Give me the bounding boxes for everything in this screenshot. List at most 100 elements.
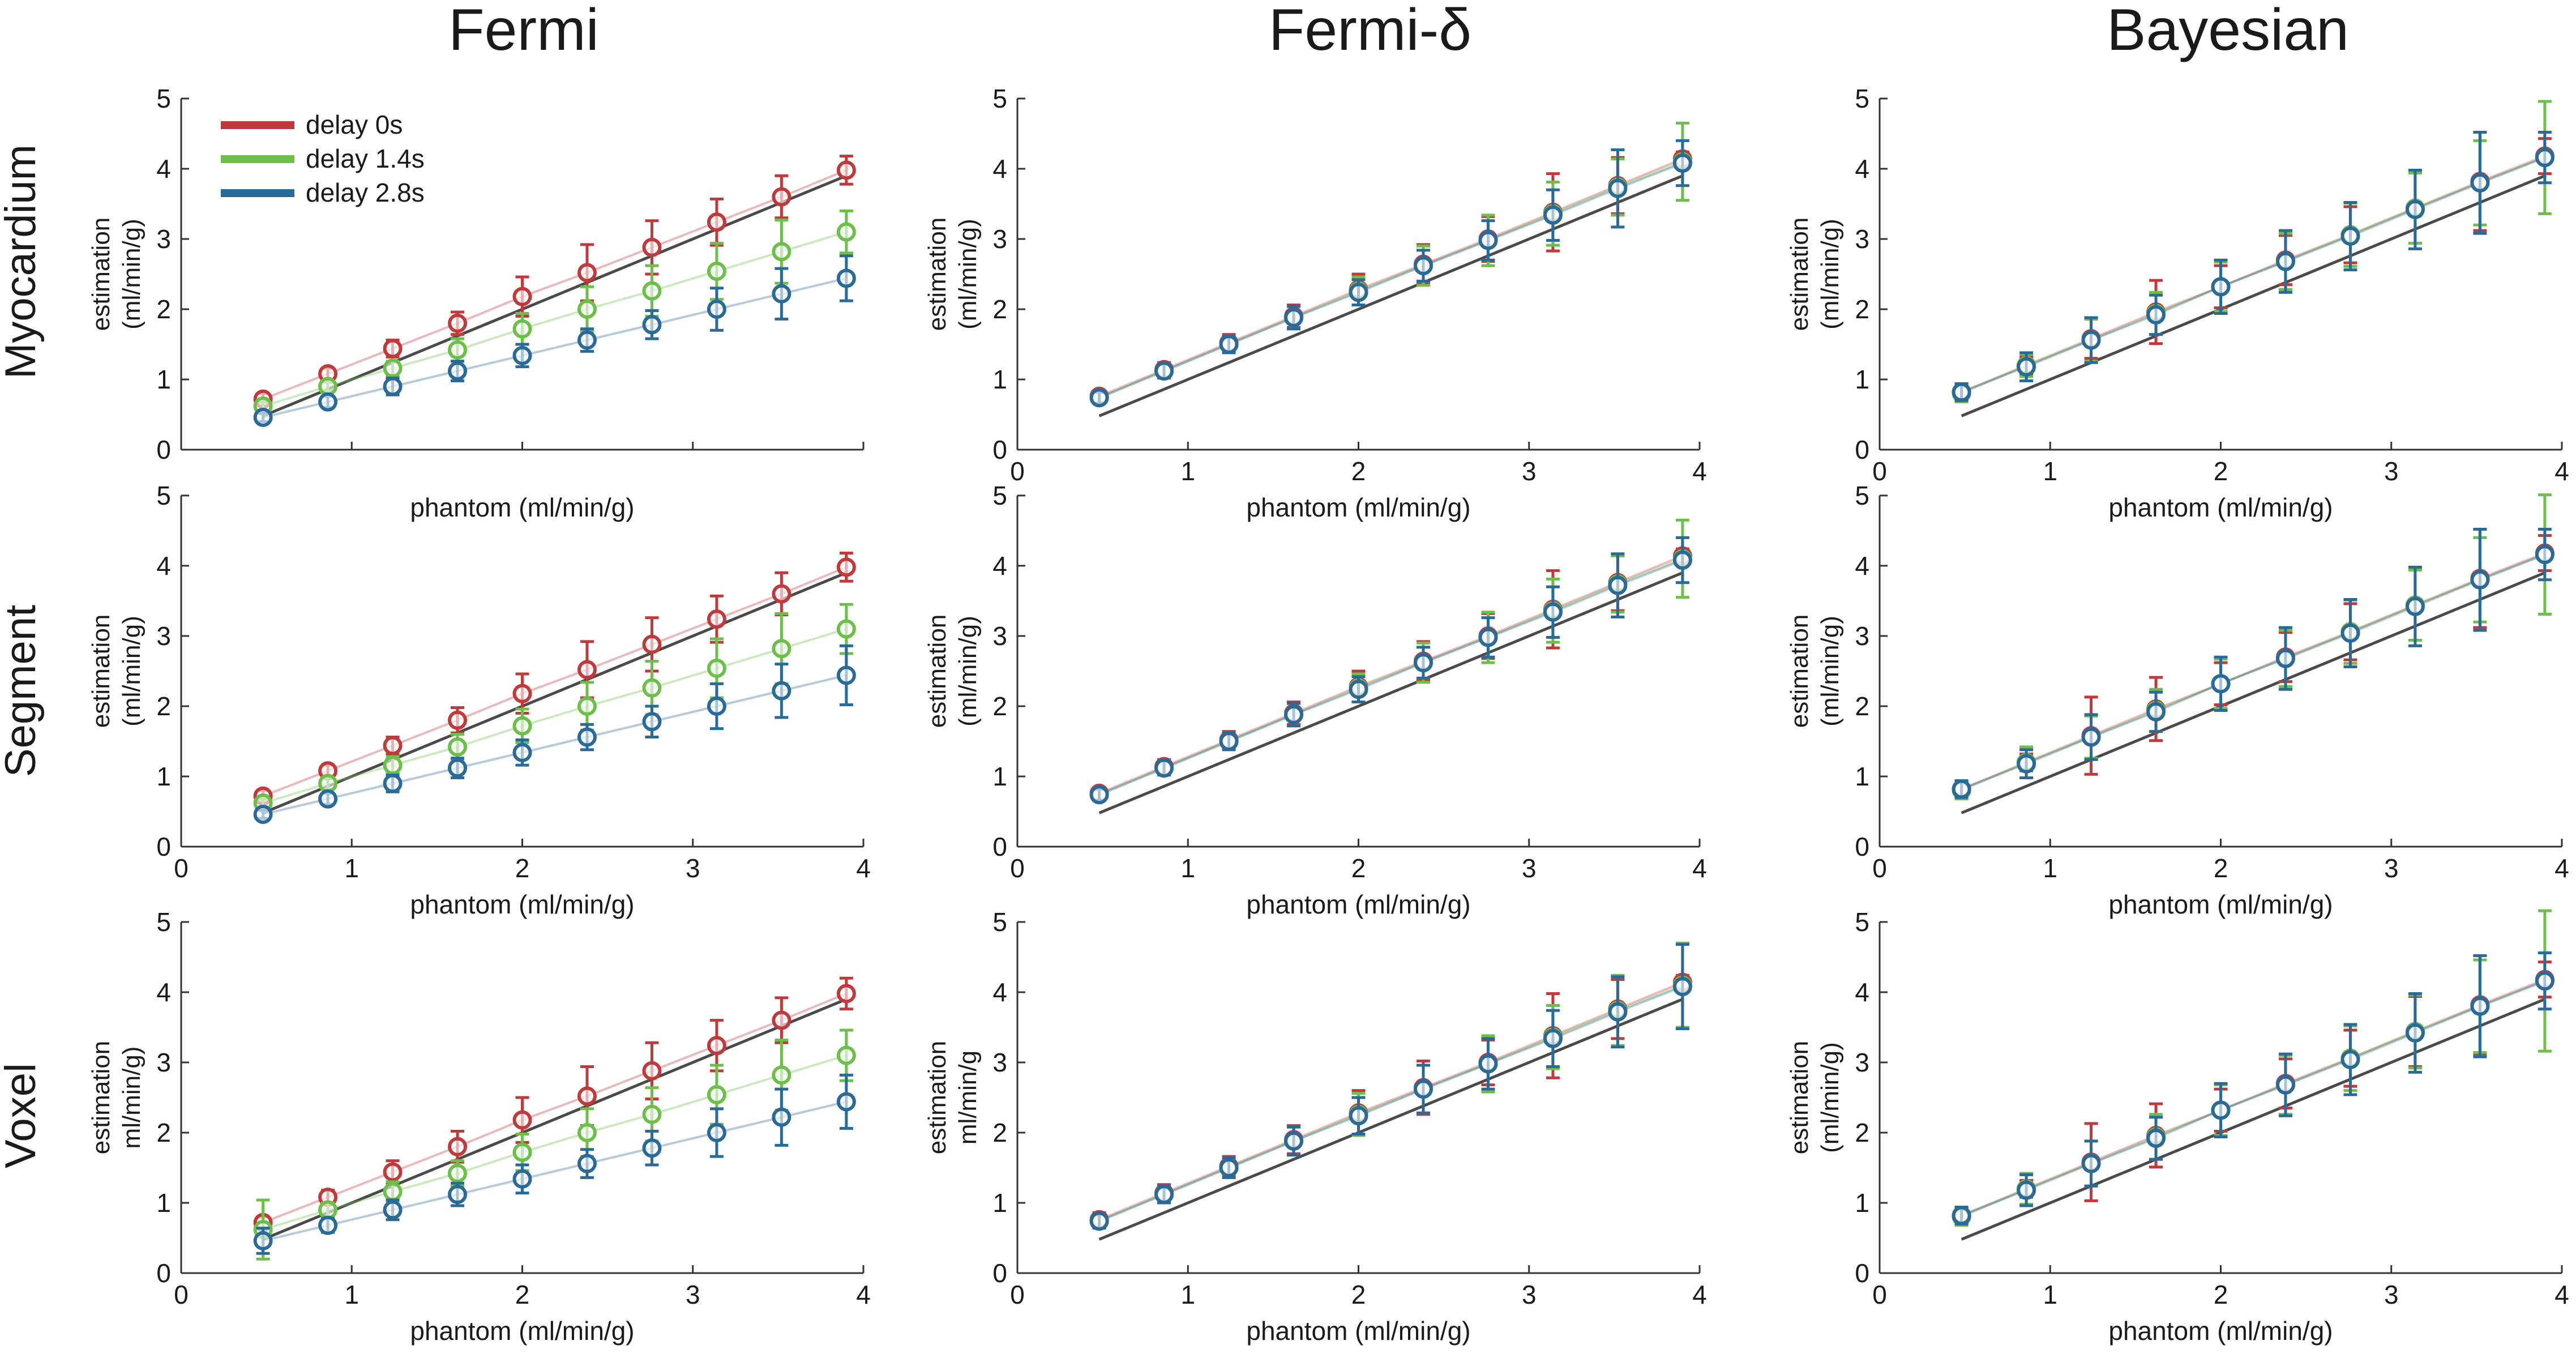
- x-tick-label: 1: [2043, 1280, 2057, 1309]
- y-tick-label: 4: [992, 551, 1007, 580]
- y-tick-label: 4: [156, 154, 171, 183]
- data-point: [1286, 310, 1302, 326]
- x-tick-label: 4: [856, 853, 871, 883]
- data-point: [515, 686, 530, 702]
- data-point: [2083, 729, 2099, 745]
- data-point: [1286, 1133, 1302, 1149]
- data-point: [709, 611, 725, 627]
- data-point: [2018, 756, 2034, 772]
- data-point: [385, 1184, 401, 1199]
- data-point: [2148, 307, 2164, 323]
- data-point: [2472, 175, 2488, 191]
- x-tick-label: 1: [344, 1280, 359, 1309]
- x-tick-label: 0: [1872, 1280, 1887, 1309]
- y-tick-label: 4: [992, 154, 1007, 183]
- data-point: [644, 1140, 660, 1156]
- data-point: [1675, 155, 1691, 171]
- y-tick-label: 3: [1855, 621, 1869, 651]
- y-axis-label-line: (ml/min/g): [1816, 1042, 1844, 1153]
- data-point: [2537, 973, 2553, 989]
- y-tick-label: 1: [1855, 1188, 1869, 1218]
- data-point: [773, 244, 789, 259]
- data-point: [709, 1087, 725, 1103]
- data-point: [644, 637, 660, 652]
- x-tick-label: 4: [2554, 853, 2569, 883]
- y-tick-label: 1: [992, 1188, 1007, 1218]
- data-point: [709, 301, 725, 317]
- data-point: [2537, 546, 2553, 562]
- x-tick-label: 4: [1692, 1280, 1707, 1309]
- data-point: [385, 775, 401, 791]
- y-tick-label: 5: [156, 481, 171, 510]
- x-tick-label: 3: [686, 853, 700, 883]
- data-point: [450, 760, 465, 776]
- y-axis-label-line: (ml/min/g): [118, 616, 146, 727]
- x-tick-label: 3: [2384, 456, 2399, 486]
- data-point: [773, 641, 789, 656]
- data-point: [385, 1164, 401, 1180]
- y-tick-label: 0: [156, 1258, 171, 1288]
- data-point: [2083, 1156, 2099, 1172]
- data-point: [320, 791, 336, 807]
- y-tick-label: 5: [1855, 481, 1869, 510]
- x-axis-label: phantom (ml/min/g): [1246, 493, 1470, 522]
- data-point: [1545, 1031, 1561, 1047]
- x-tick-label: 1: [1180, 853, 1195, 883]
- y-tick-label: 0: [156, 832, 171, 861]
- data-point: [1351, 1108, 1367, 1124]
- x-tick-label: 2: [2214, 853, 2228, 883]
- x-tick-label: 0: [174, 1280, 189, 1309]
- x-tick-label: 0: [1010, 1280, 1025, 1309]
- data-point: [773, 1067, 789, 1083]
- data-point: [2472, 998, 2488, 1014]
- data-point: [2342, 1052, 2358, 1068]
- y-axis-label-line: (ml/min/g): [954, 616, 982, 727]
- x-tick-label: 3: [2384, 1280, 2399, 1309]
- y-axis-label-line: ml/min/g: [954, 1051, 982, 1145]
- data-point: [1610, 181, 1625, 197]
- data-point: [1954, 1207, 1970, 1223]
- data-point: [1480, 232, 1496, 248]
- data-point: [579, 301, 595, 317]
- data-point: [450, 1139, 465, 1155]
- y-tick-label: 2: [156, 691, 171, 721]
- x-tick-label: 3: [686, 1280, 700, 1309]
- data-point: [385, 757, 401, 773]
- y-tick-label: 4: [156, 977, 171, 1007]
- data-point: [709, 1037, 725, 1053]
- figure: Fermi Fermi-δ Bayesian Myocardium Segmen…: [0, 0, 2576, 1362]
- x-tick-label: 1: [1180, 1280, 1195, 1309]
- y-tick-label: 5: [156, 84, 171, 113]
- data-point: [1351, 681, 1367, 697]
- data-point: [2537, 150, 2553, 165]
- data-point: [644, 680, 660, 696]
- data-point: [515, 289, 530, 305]
- data-point: [644, 1063, 660, 1079]
- y-tick-label: 4: [1855, 977, 1869, 1007]
- data-point: [515, 348, 530, 364]
- x-tick-label: 0: [1872, 853, 1887, 883]
- data-point: [1156, 1186, 1172, 1202]
- data-point: [644, 317, 660, 332]
- y-tick-label: 1: [1855, 762, 1869, 791]
- data-point: [579, 698, 595, 714]
- x-axis-label: phantom (ml/min/g): [2108, 493, 2333, 522]
- y-tick-label: 0: [1855, 832, 1869, 861]
- x-tick-label: 2: [2214, 456, 2228, 486]
- y-tick-label: 2: [1855, 691, 1869, 721]
- data-point: [1545, 604, 1561, 620]
- y-axis-label-line: estimation: [87, 217, 115, 331]
- y-axis-label-line: estimation: [87, 614, 115, 728]
- legend-label-delay-2-8s: delay 2.8s: [306, 178, 425, 207]
- data-point: [579, 265, 595, 281]
- data-point: [255, 1233, 271, 1249]
- x-tick-label: 4: [1692, 853, 1707, 883]
- data-point: [2148, 704, 2164, 720]
- x-tick-label: 1: [2043, 456, 2057, 486]
- x-tick-label: 2: [515, 853, 530, 883]
- x-tick-label: 3: [2384, 853, 2399, 883]
- y-axis-label-line: estimation: [1786, 1041, 1813, 1155]
- data-point: [450, 1186, 465, 1202]
- y-axis-label-line: estimation: [923, 1041, 951, 1155]
- data-point: [450, 712, 465, 728]
